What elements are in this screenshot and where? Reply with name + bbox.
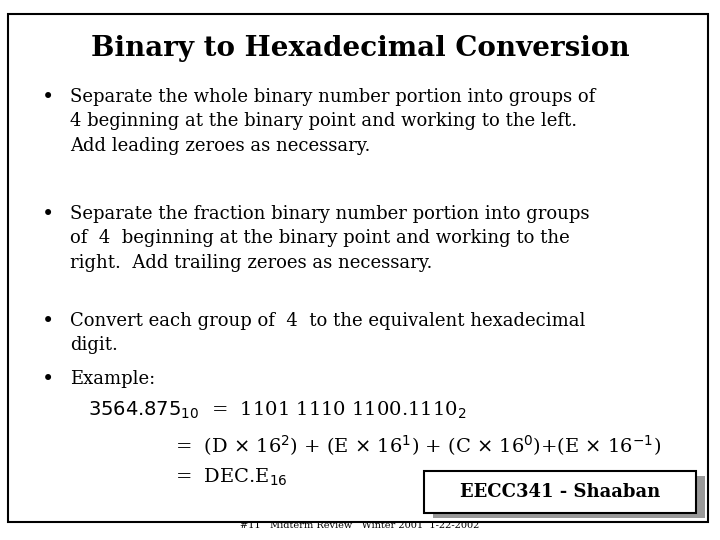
Text: •: • bbox=[42, 205, 54, 224]
Bar bbox=[433, 476, 705, 518]
Text: Binary to Hexadecimal Conversion: Binary to Hexadecimal Conversion bbox=[91, 35, 629, 62]
Text: •: • bbox=[42, 88, 54, 107]
Text: EECC341 - Shaaban: EECC341 - Shaaban bbox=[460, 483, 660, 501]
Text: $3564.875_{10}$  =  1101 1110 1100.1110$_2$: $3564.875_{10}$ = 1101 1110 1100.1110$_2… bbox=[88, 400, 467, 421]
Text: #11   Midterm Review   Winter 2001  1-22-2002: #11 Midterm Review Winter 2001 1-22-2002 bbox=[240, 521, 480, 530]
Text: Separate the whole binary number portion into groups of
4 beginning at the binar: Separate the whole binary number portion… bbox=[70, 88, 595, 154]
Text: •: • bbox=[42, 312, 54, 331]
Text: Convert each group of  4  to the equivalent hexadecimal
digit.: Convert each group of 4 to the equivalen… bbox=[70, 312, 585, 354]
Text: Example:: Example: bbox=[70, 370, 156, 388]
Text: =  DEC.E$_{16}$: = DEC.E$_{16}$ bbox=[175, 467, 287, 488]
Text: •: • bbox=[42, 370, 54, 389]
Bar bbox=[424, 471, 696, 513]
Text: Separate the fraction binary number portion into groups
of  4  beginning at the : Separate the fraction binary number port… bbox=[70, 205, 590, 272]
Text: =  (D $\times$ 16$^2$) + (E $\times$ 16$^1$) + (C $\times$ 16$^0$)+(E $\times$ 1: = (D $\times$ 16$^2$) + (E $\times$ 16$^… bbox=[175, 433, 661, 458]
